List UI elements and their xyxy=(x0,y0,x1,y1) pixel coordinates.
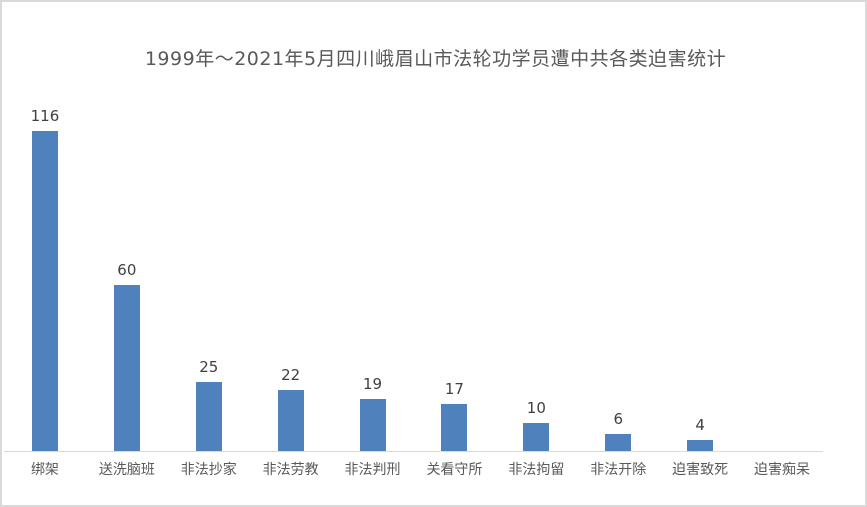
bar xyxy=(31,131,58,451)
bar xyxy=(687,440,714,451)
category-label: 送洗脑班 xyxy=(98,462,155,478)
bar-value-label: 25 xyxy=(199,358,219,376)
bar-value-label: 19 xyxy=(363,375,383,393)
category-axis: 绑架 送洗脑班 非法抄家 非法劳教 非法判刑 关看守所 非法拘留 非法开除 迫害致死 迫害痴呆 xyxy=(4,460,823,482)
bar-value-label: 17 xyxy=(444,380,464,398)
category-label: 非法拘留 xyxy=(508,462,565,478)
category-label: 非法劳教 xyxy=(262,462,319,478)
plot-area: 116 60 25 22 19 17 10 6 4 xyxy=(4,102,823,452)
x-axis-line xyxy=(4,451,823,452)
category-label: 非法抄家 xyxy=(180,462,237,478)
bar-value-label: 116 xyxy=(30,107,60,125)
bar-value-label: 60 xyxy=(117,261,137,279)
category-label: 非法开除 xyxy=(590,462,647,478)
bar xyxy=(605,434,632,451)
bar-value-label: 4 xyxy=(695,416,705,434)
bar xyxy=(441,404,468,451)
bar xyxy=(195,382,222,451)
bar xyxy=(113,285,140,451)
bar-value-label: 6 xyxy=(613,410,624,428)
category-label: 迫害致死 xyxy=(672,462,729,478)
bar-value-label: 22 xyxy=(281,366,301,384)
bar xyxy=(523,423,550,451)
category-label: 迫害痴呆 xyxy=(754,462,811,478)
bar xyxy=(277,390,304,451)
chart-title: 1999年～2021年5月四川峨眉山市法轮功学员遭中共各类迫害统计 xyxy=(144,48,727,70)
bar xyxy=(359,399,386,451)
category-label: 关看守所 xyxy=(426,462,483,478)
category-label: 绑架 xyxy=(30,462,59,478)
category-label: 非法判刑 xyxy=(344,462,401,478)
bar-value-label: 10 xyxy=(526,399,546,417)
